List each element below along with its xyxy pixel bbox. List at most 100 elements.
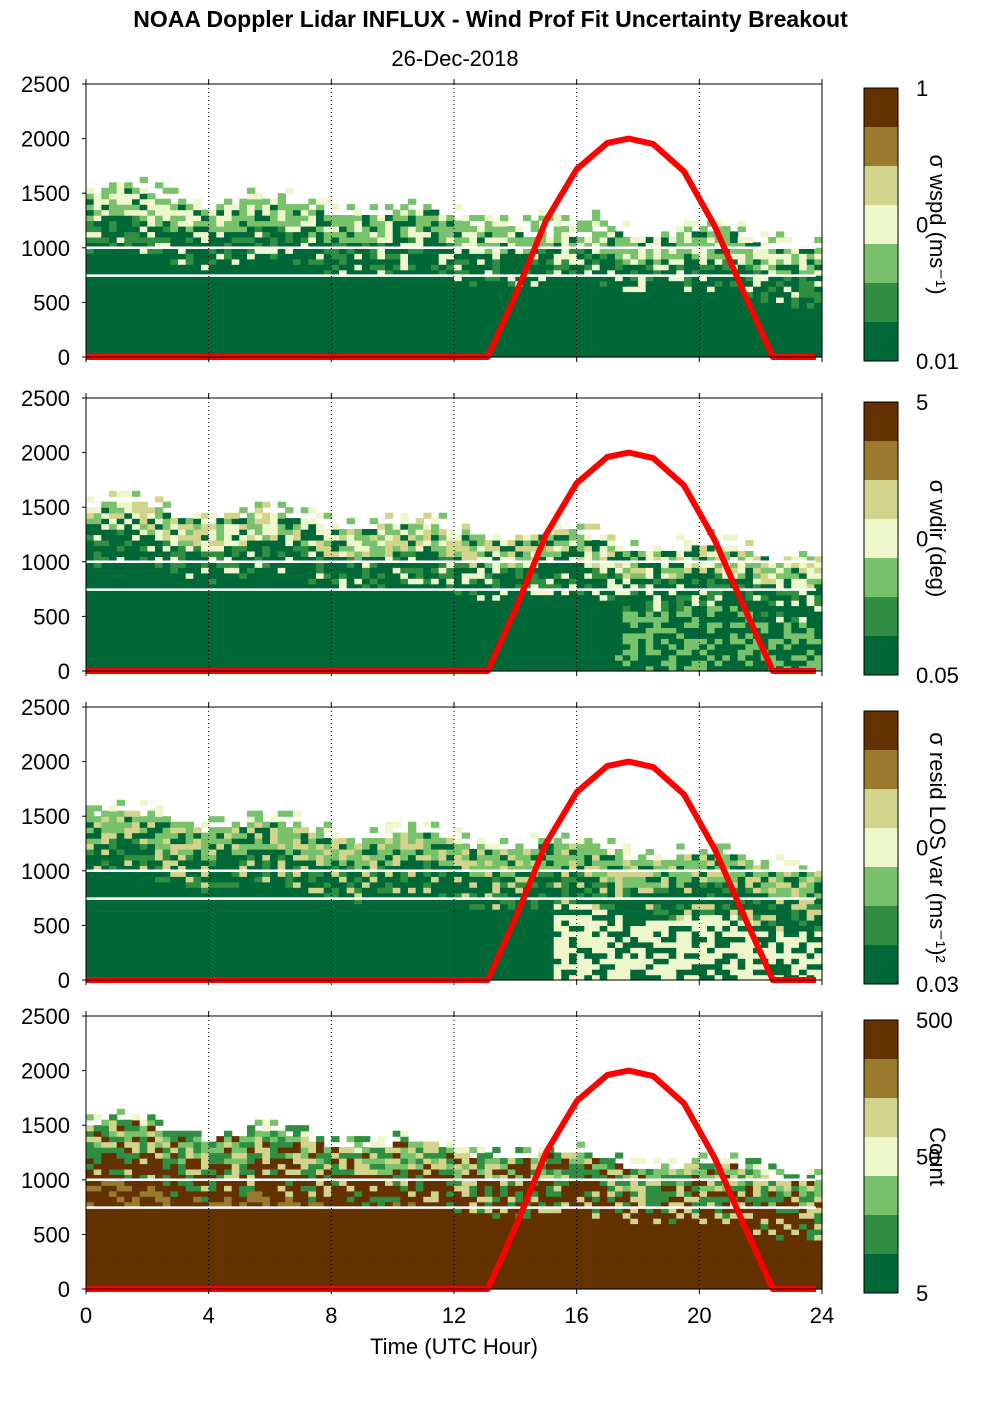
heatmap-cell bbox=[576, 318, 585, 325]
heatmap-cell bbox=[331, 329, 340, 336]
heatmap-cell bbox=[231, 556, 240, 563]
heatmap-cell bbox=[699, 660, 708, 667]
heatmap-cell bbox=[93, 605, 102, 612]
heatmap-cell bbox=[622, 594, 631, 601]
heatmap-cell bbox=[101, 324, 110, 331]
heatmap-cell bbox=[806, 329, 815, 336]
heatmap-cell bbox=[132, 242, 141, 249]
heatmap-cell bbox=[139, 215, 148, 222]
heatmap-cell bbox=[584, 578, 593, 585]
heatmap-cell bbox=[431, 346, 440, 353]
heatmap-cell bbox=[316, 605, 325, 612]
heatmap-cell bbox=[446, 583, 455, 590]
heatmap-cell bbox=[385, 600, 394, 607]
heatmap-cell bbox=[806, 269, 815, 276]
heatmap-cell bbox=[599, 231, 608, 238]
heatmap-cell bbox=[116, 638, 125, 645]
heatmap-cell bbox=[247, 621, 256, 628]
heatmap-cell bbox=[116, 307, 125, 314]
heatmap-cell bbox=[377, 340, 386, 347]
heatmap-cell bbox=[707, 236, 716, 243]
heatmap-cell bbox=[300, 220, 309, 227]
heatmap-cell bbox=[684, 540, 693, 547]
heatmap-cell bbox=[377, 545, 386, 552]
heatmap-cell bbox=[285, 561, 294, 568]
heatmap-cell bbox=[684, 231, 693, 238]
heatmap-cell bbox=[277, 660, 286, 667]
heatmap-cell bbox=[737, 351, 746, 358]
heatmap-cell bbox=[699, 264, 708, 271]
heatmap-cell bbox=[638, 269, 647, 276]
heatmap-cell bbox=[645, 291, 654, 298]
heatmap-cell bbox=[354, 632, 363, 639]
heatmap-cell bbox=[101, 226, 110, 233]
heatmap-cell bbox=[109, 215, 118, 222]
heatmap-cell bbox=[607, 307, 616, 314]
heatmap-cell bbox=[185, 578, 194, 585]
heatmap-cell bbox=[438, 253, 447, 260]
heatmap-cell bbox=[446, 567, 455, 574]
heatmap-cell bbox=[408, 649, 417, 656]
heatmap-cell bbox=[93, 204, 102, 211]
heatmap-cell bbox=[293, 578, 302, 585]
heatmap-cell bbox=[814, 307, 823, 314]
heatmap-cell bbox=[201, 236, 210, 243]
heatmap-cell bbox=[561, 649, 570, 656]
heatmap-cell bbox=[561, 616, 570, 623]
heatmap-cell bbox=[362, 545, 371, 552]
heatmap-cell bbox=[339, 643, 348, 650]
heatmap-cell bbox=[415, 594, 424, 601]
heatmap-cell bbox=[699, 627, 708, 634]
heatmap-cell bbox=[109, 556, 118, 563]
heatmap-cell bbox=[300, 302, 309, 309]
heatmap-cell bbox=[553, 605, 562, 612]
heatmap-cell bbox=[553, 351, 562, 358]
heatmap-cell bbox=[116, 578, 125, 585]
heatmap-cell bbox=[515, 236, 524, 243]
heatmap-cell bbox=[538, 638, 547, 645]
heatmap-cell bbox=[124, 329, 133, 336]
heatmap-cell bbox=[331, 589, 340, 596]
heatmap-cell bbox=[93, 534, 102, 541]
heatmap-cell bbox=[132, 627, 141, 634]
heatmap-cell bbox=[231, 616, 240, 623]
heatmap-cell bbox=[385, 610, 394, 617]
heatmap-cell bbox=[722, 550, 731, 557]
heatmap-cell bbox=[362, 220, 371, 227]
heatmap-cell bbox=[224, 550, 233, 557]
heatmap-cell bbox=[400, 307, 409, 314]
heatmap-cell bbox=[270, 324, 279, 331]
heatmap-cell bbox=[791, 258, 800, 265]
heatmap-cell bbox=[599, 561, 608, 568]
heatmap-cell bbox=[622, 556, 631, 563]
heatmap-cell bbox=[707, 351, 716, 358]
heatmap-cell bbox=[676, 610, 685, 617]
heatmap-cell bbox=[254, 296, 263, 303]
heatmap-cell bbox=[431, 583, 440, 590]
heatmap-cell bbox=[538, 346, 547, 353]
heatmap-cell bbox=[477, 534, 486, 541]
heatmap-cell bbox=[331, 610, 340, 617]
heatmap-cell bbox=[392, 264, 401, 271]
heatmap-cell bbox=[300, 561, 309, 568]
heatmap-cell bbox=[714, 605, 723, 612]
heatmap-cell bbox=[469, 280, 478, 287]
heatmap-cell bbox=[607, 231, 616, 238]
heatmap-cell bbox=[109, 643, 118, 650]
heatmap-cell bbox=[224, 632, 233, 639]
heatmap-cell bbox=[745, 567, 754, 574]
heatmap-cell bbox=[109, 518, 118, 525]
heatmap-cell bbox=[653, 296, 662, 303]
heatmap-cell bbox=[454, 269, 463, 276]
heatmap-cell bbox=[247, 226, 256, 233]
heatmap-cell bbox=[147, 578, 156, 585]
heatmap-cell bbox=[331, 346, 340, 353]
heatmap-cell bbox=[239, 583, 248, 590]
heatmap-cell bbox=[561, 236, 570, 243]
heatmap-cell bbox=[592, 313, 601, 320]
heatmap-cell bbox=[714, 275, 723, 282]
heatmap-cell bbox=[254, 512, 263, 519]
heatmap-cell bbox=[776, 660, 785, 667]
heatmap-cell bbox=[124, 605, 133, 612]
heatmap-cell bbox=[768, 335, 777, 342]
